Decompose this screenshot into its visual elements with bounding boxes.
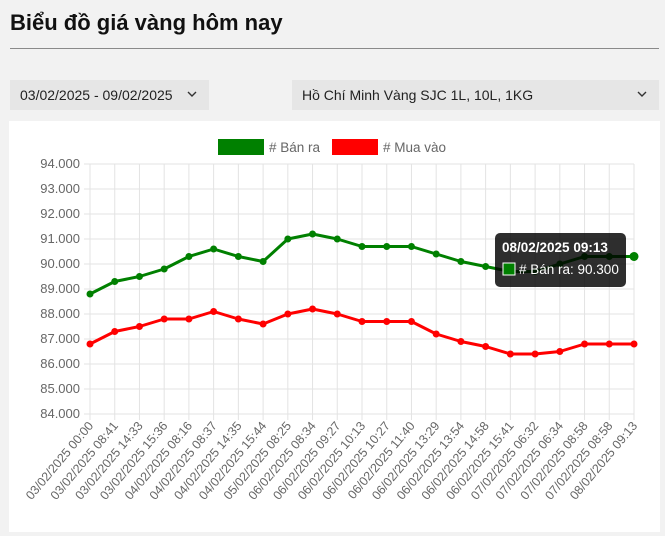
tooltip-title: 08/02/2025 09:13 — [502, 240, 608, 255]
product-select[interactable]: Hồ Chí Minh Vàng SJC 1L, 10L, 1KG — [292, 80, 659, 110]
data-point — [210, 245, 218, 253]
y-tick-label: 90.000 — [40, 256, 80, 271]
data-point — [111, 328, 119, 335]
chart-card: # Bán ra # Mua vào 94.000 93.000 92.000 91.0… — [9, 121, 660, 532]
data-point — [482, 263, 490, 270]
data-point — [630, 340, 638, 348]
data-point — [309, 230, 317, 238]
data-point — [358, 318, 366, 325]
data-point — [407, 243, 415, 250]
legend-swatch — [218, 139, 264, 155]
chart-grid — [84, 163, 635, 420]
data-point — [383, 318, 391, 325]
y-tick-label: 87.000 — [40, 331, 80, 346]
data-point — [111, 278, 119, 285]
data-point — [333, 235, 341, 243]
data-point — [86, 290, 94, 298]
data-point — [605, 340, 613, 348]
data-point — [629, 252, 639, 261]
data-point — [284, 235, 292, 243]
data-point — [506, 350, 514, 358]
product-value: Hồ Chí Minh Vàng SJC 1L, 10L, 1KG — [302, 87, 534, 103]
data-point — [556, 348, 564, 355]
tooltip-label: # Bán ra: 90.300 — [519, 262, 619, 277]
y-tick-label: 84.000 — [40, 406, 80, 421]
data-point — [210, 308, 218, 315]
data-point — [135, 323, 143, 330]
data-point — [185, 253, 193, 260]
data-point — [234, 253, 242, 260]
legend-label: # Bán ra — [269, 140, 321, 155]
data-point — [383, 243, 391, 250]
y-tick-label: 93.000 — [40, 181, 80, 196]
date-range-value: 03/02/2025 - 09/02/2025 — [20, 87, 173, 103]
data-point — [457, 258, 465, 265]
date-range-select[interactable]: 03/02/2025 - 09/02/2025 — [10, 80, 209, 110]
data-point — [259, 258, 267, 265]
data-point — [259, 320, 267, 328]
data-point — [86, 340, 94, 348]
data-point — [482, 343, 490, 350]
chevron-down-icon — [637, 91, 647, 97]
data-point — [309, 305, 317, 313]
data-point — [457, 338, 465, 345]
data-point — [432, 330, 440, 338]
tooltip-box — [495, 233, 626, 287]
data-point — [234, 315, 242, 323]
chart-tooltip: 08/02/2025 09:13 # Bán ra: 90.300 — [495, 233, 626, 287]
chevron-down-icon — [187, 91, 197, 97]
data-point — [284, 310, 292, 318]
legend-swatch — [332, 139, 378, 155]
y-axis: 94.000 93.000 92.000 91.000 90.000 89.000 88.0… — [40, 156, 80, 421]
y-tick-label: 89.000 — [40, 281, 80, 296]
chart-legend: # Bán ra # Mua vào — [218, 139, 446, 155]
data-point — [358, 243, 366, 250]
data-point — [581, 340, 589, 348]
y-tick-label: 86.000 — [40, 356, 80, 371]
data-point — [531, 350, 539, 358]
y-tick-label: 91.000 — [40, 231, 80, 246]
data-point — [185, 315, 193, 323]
data-point — [432, 250, 440, 258]
y-tick-label: 94.000 — [40, 156, 80, 171]
y-tick-label: 85.000 — [40, 381, 80, 396]
page-title: Biểu đồ giá vàng hôm nay — [10, 10, 283, 35]
gold-price-line-chart[interactable]: # Bán ra # Mua vào 94.000 93.000 92.000 91.0… — [9, 121, 660, 532]
y-tick-label: 88.000 — [40, 306, 80, 321]
data-point — [160, 265, 168, 273]
title-divider — [10, 48, 659, 49]
data-point — [160, 315, 168, 323]
tooltip-swatch — [502, 262, 516, 276]
data-point — [407, 318, 415, 325]
data-point — [135, 273, 143, 280]
data-point — [333, 310, 341, 318]
legend-label: # Mua vào — [383, 140, 446, 155]
y-tick-label: 92.000 — [40, 206, 80, 221]
